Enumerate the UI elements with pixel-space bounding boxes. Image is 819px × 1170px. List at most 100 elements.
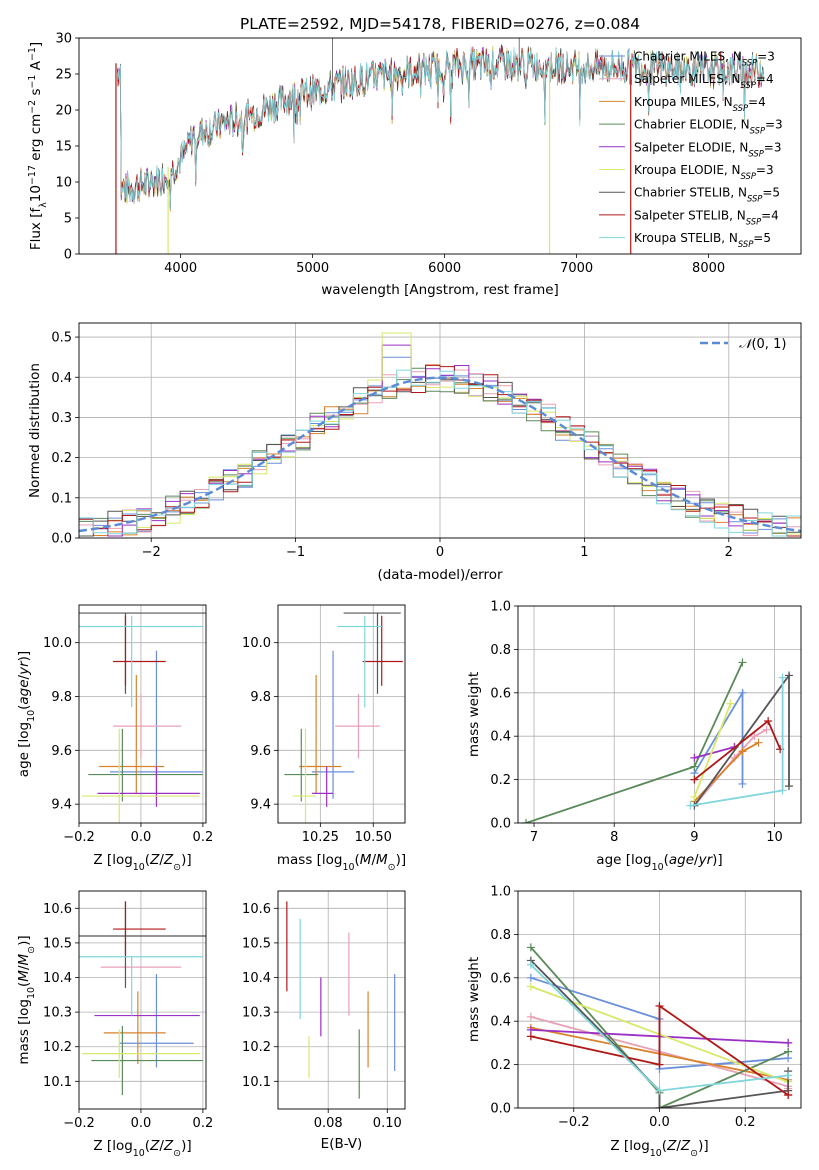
errorbar-chabrier-miles xyxy=(311,650,355,799)
y-tick-label: 5 xyxy=(64,212,72,227)
plot-area xyxy=(79,891,206,1109)
axes-frame xyxy=(78,37,802,255)
x-tick-label: −0.2 xyxy=(63,830,95,845)
weight-line xyxy=(530,959,789,1108)
y-tick-label: 0.8 xyxy=(490,643,511,658)
weight-marker xyxy=(784,1090,793,1099)
weight-marker xyxy=(690,792,699,801)
y-tick-label: 10.1 xyxy=(43,1075,72,1090)
y-tick-label: 0.0 xyxy=(51,532,72,547)
x-axis-label: (data-model)/error xyxy=(377,567,503,583)
plot-area xyxy=(518,891,801,1108)
errorbar-kroupa-elodie xyxy=(82,1029,200,1078)
y-tick-label: 9.8 xyxy=(250,690,271,705)
y-axis-label: Flux [fλ10−17 erg cm−2 s−1 A−1] xyxy=(27,42,49,250)
plot-area xyxy=(115,38,764,254)
weight-marker xyxy=(526,973,535,982)
x-tick-label: 8000 xyxy=(692,261,725,276)
plot-area xyxy=(278,605,405,823)
errorbar-salpeter-stelib xyxy=(362,615,403,686)
y-tick-label: 9.8 xyxy=(51,690,72,705)
weight-marker xyxy=(738,658,747,667)
histogram-salpeter-stelib xyxy=(79,364,801,538)
x-tick-label: 0 xyxy=(436,545,444,560)
errorbar-kroupa-elodie xyxy=(82,728,200,823)
weight-marker xyxy=(526,1012,535,1021)
y-axis-label: age [log10(age/yr)] xyxy=(16,651,37,777)
y-axis-label: mass weight xyxy=(466,957,482,1042)
panel-weight-vs-age: 7 8 9 10 0.0 0.2 0.4 0.6 0.8 1.0 age [log10(age/yr… xyxy=(466,600,802,873)
y-tick-label: 0.6 xyxy=(490,686,511,701)
weight-series-kroupa-elodie xyxy=(690,699,735,801)
y-tick-label: 10.3 xyxy=(43,1006,72,1021)
x-tick-label: 8 xyxy=(610,830,618,845)
legend-label: Kroupa MILES, NSSP=4 xyxy=(634,95,766,113)
y-axis-label: Normed distribution xyxy=(27,363,43,498)
y-tick-label: 0.2 xyxy=(490,773,511,788)
y-tick-label: 10.0 xyxy=(242,636,271,651)
gridlines xyxy=(79,605,206,823)
spectrum-kroupa-stelib xyxy=(116,47,764,210)
legend: Chabrier MILES, NSSP=3 Salpeter MILES, NS… xyxy=(599,50,783,249)
y-tick-label: 20 xyxy=(55,104,72,119)
errorbar-chabrier-elodie xyxy=(284,728,319,802)
weight-line xyxy=(530,1004,789,1096)
gridlines xyxy=(518,606,801,823)
legend-label: Chabrier MILES, NSSP=3 xyxy=(634,50,775,68)
weight-marker xyxy=(784,1071,793,1080)
weight-marker xyxy=(778,673,787,682)
x-axis-label: age [log10(age/yr)] xyxy=(596,852,722,873)
y-tick-label: 10.6 xyxy=(43,902,72,917)
weight-marker xyxy=(526,1032,535,1041)
weight-series-kroupa-stelib xyxy=(526,960,793,1095)
weight-marker xyxy=(690,762,699,771)
legend: 𝒩(0, 1) xyxy=(700,337,786,352)
panel-mass-vs-ebv: 0.08 0.10 10.1 10.2 10.3 10.4 10.5 10.6 E(B-V) xyxy=(242,890,406,1152)
x-tick-label: 4000 xyxy=(164,261,197,276)
x-tick-label: 9 xyxy=(690,830,698,845)
axes-frame xyxy=(78,890,207,1110)
y-tick-label: 10.6 xyxy=(242,902,271,917)
legend-label: Kroupa ELODIE, NSSP=3 xyxy=(634,163,774,181)
weight-marker xyxy=(526,960,535,969)
x-tick-label: 0.2 xyxy=(193,1116,214,1131)
weight-marker xyxy=(655,1104,664,1108)
errorbar-salpeter-elodie xyxy=(311,766,334,807)
plot-area xyxy=(518,606,801,823)
errorbar-kroupa-elodie xyxy=(292,728,317,823)
x-tick-label: 10 xyxy=(766,830,783,845)
weight-marker xyxy=(784,1038,793,1047)
weight-marker xyxy=(750,732,759,741)
panel-age-vs-mass: 10.25 10.50 9.4 9.6 9.8 10.0 mass [log10(M/M⊙)… xyxy=(242,604,406,873)
y-tick-label: 10.2 xyxy=(242,1040,271,1055)
y-tick-label: 10.5 xyxy=(43,936,72,951)
legend-label: Chabrier ELODIE, NSSP=3 xyxy=(634,118,783,136)
y-tick-label: 0.0 xyxy=(490,1102,511,1117)
weight-series-salpeter-stelib xyxy=(526,1002,793,1099)
x-tick-label: 2 xyxy=(725,545,733,560)
x-tick-label: 0.2 xyxy=(193,830,214,845)
y-tick-label: 10.4 xyxy=(43,971,72,986)
weight-line xyxy=(525,662,744,823)
legend-label: Kroupa STELIB, NSSP=5 xyxy=(634,231,771,249)
weight-marker xyxy=(690,775,699,784)
y-tick-label: 0.4 xyxy=(490,1015,511,1030)
y-axis-label: mass [log10(M/M⊙)] xyxy=(16,935,37,1064)
axes-frame xyxy=(517,605,802,824)
x-axis-label: E(B-V) xyxy=(321,1136,363,1152)
weight-marker xyxy=(738,688,747,697)
weight-marker xyxy=(754,738,763,747)
errorbar-salpeter-elodie xyxy=(97,766,200,807)
y-tick-label: 10 xyxy=(55,176,72,191)
x-tick-label: −2 xyxy=(142,545,161,560)
errorbar-chabrier-miles xyxy=(119,974,194,1068)
x-tick-label: 6000 xyxy=(428,261,461,276)
legend-label: Salpeter MILES, NSSP=4 xyxy=(634,72,774,90)
errorbar-kroupa-stelib xyxy=(79,615,203,708)
panel-residuals: −2 −1 0 1 2 0.0 0.1 0.2 0.3 0.4 0.5 𝒩(0, 1) (data-mo… xyxy=(27,322,802,583)
x-tick-label: 7 xyxy=(530,830,538,845)
errorbar-chabrier-stelib xyxy=(343,612,401,694)
errorbar-kroupa-miles xyxy=(99,674,165,794)
x-tick-label: 10.25 xyxy=(302,830,339,845)
gridlines xyxy=(278,605,405,823)
